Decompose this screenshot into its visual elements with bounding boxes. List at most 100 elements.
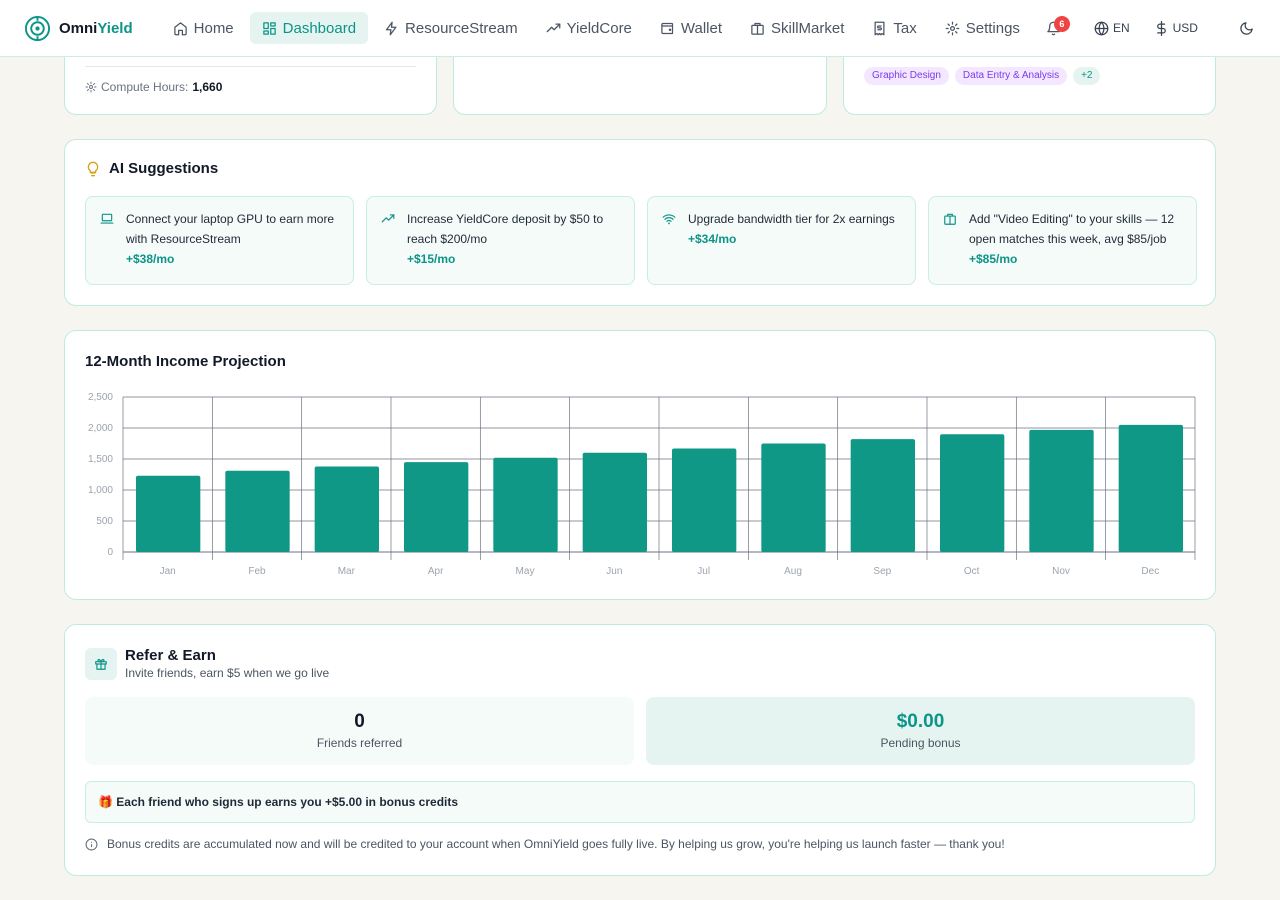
language-label: EN	[1112, 21, 1130, 35]
logo-icon	[24, 15, 51, 41]
nav-item-yieldcore[interactable]: YieldCore	[534, 12, 644, 44]
x-tick-label: Nov	[1052, 566, 1070, 577]
brand-name: OmniYield	[59, 19, 133, 37]
bar-may	[493, 457, 558, 552]
bar-nov	[1029, 429, 1094, 552]
nav-item-tax[interactable]: Tax	[860, 12, 928, 44]
dashboard-icon	[262, 21, 276, 35]
compute-value: 1,660	[192, 80, 223, 94]
suggestion-gain: +$38/mo	[126, 252, 175, 266]
ai-suggestions-title: AI Suggestions	[85, 160, 218, 177]
bar-oct	[940, 434, 1005, 552]
trending-up-icon	[381, 212, 395, 226]
friends-referred-stat: 0 Friends referred	[85, 697, 634, 765]
x-tick-label: May	[516, 566, 535, 577]
income-projection-card: 12-Month Income Projection 0 500 1,000 1,50…	[64, 330, 1216, 600]
nav-label: ResourceStream	[405, 19, 518, 37]
pending-bonus-value: $0.00	[896, 711, 945, 732]
suggestion-item[interactable]: Add "Video Editing" to your skills — 12 …	[928, 196, 1197, 285]
chart-title: 12-Month Income Projection	[85, 353, 286, 370]
wallet-icon	[661, 22, 674, 34]
suggestion-gain: +$34/mo	[688, 232, 737, 246]
nav-item-resourcestream[interactable]: ResourceStream	[372, 12, 530, 44]
bar-feb	[225, 470, 290, 552]
refer-note-text: Bonus credits are accumulated now and wi…	[107, 837, 1005, 851]
receipt-icon	[874, 21, 885, 35]
suggestion-item[interactable]: Increase YieldCore deposit by $50 to rea…	[366, 196, 635, 285]
refer-subtitle: Invite friends, earn $5 when we go live	[125, 666, 330, 680]
x-tick-label: Jan	[160, 566, 176, 577]
nav-item-home[interactable]: Home	[161, 12, 246, 44]
x-tick-label: Feb	[248, 566, 266, 577]
notification-badge: 6	[1053, 16, 1070, 32]
nav-label: Settings	[965, 19, 1020, 37]
logo[interactable]: OmniYield	[24, 15, 133, 42]
skill-tag: Data Entry & Analysis	[954, 67, 1068, 85]
suggestion-text: Connect your laptop GPU to earn more wit…	[126, 212, 335, 246]
suggestion-item[interactable]: Upgrade bandwidth tier for 2x earnings +…	[647, 196, 916, 285]
section-title-text: AI Suggestions	[109, 160, 219, 177]
globe-icon	[1094, 21, 1109, 35]
y-tick-label: 1,000	[88, 485, 113, 496]
bar-apr	[404, 462, 469, 552]
notifications-button[interactable]: 6	[1038, 12, 1070, 44]
nav-label: SkillMarket	[771, 19, 845, 37]
home-icon	[173, 21, 187, 35]
theme-toggle[interactable]	[1236, 18, 1256, 38]
store-icon	[943, 212, 957, 226]
compute-hours: Compute Hours: 1,660	[85, 66, 416, 94]
suggestion-list: Connect your laptop GPU to earn more wit…	[85, 196, 1197, 285]
gear-icon	[945, 21, 960, 35]
y-tick-label: 0	[107, 547, 113, 558]
x-tick-label: Sep	[873, 566, 891, 577]
bar-sep	[850, 439, 915, 552]
x-tick-label: Mar	[338, 566, 356, 577]
y-tick-label: 2,500	[88, 392, 113, 403]
bar-mar	[314, 466, 379, 552]
suggestion-text: Increase YieldCore deposit by $50 to rea…	[407, 212, 604, 246]
x-tick-label: Dec	[1141, 566, 1159, 577]
y-tick-label: 500	[96, 516, 113, 527]
suggestion-gain: +$15/mo	[407, 252, 456, 266]
nav-label: Wallet	[680, 19, 723, 37]
nav-label: Tax	[893, 19, 917, 37]
currency-label: USD	[1172, 21, 1198, 35]
store-icon	[751, 22, 764, 35]
trending-up-icon	[546, 23, 560, 32]
nav-label: YieldCore	[566, 19, 632, 37]
currency-selector[interactable]: USD	[1154, 20, 1198, 36]
x-tick-label: Jul	[697, 566, 710, 577]
dollar-icon	[1156, 20, 1166, 36]
bar-jan	[136, 475, 201, 552]
pending-bonus-label: Pending bonus	[880, 736, 961, 750]
nav-item-wallet[interactable]: Wallet	[648, 12, 734, 44]
refer-earn-card: Refer & Earn Invite friends, earn $5 whe…	[64, 624, 1216, 876]
stream-icon	[385, 21, 397, 35]
y-tick-label: 1,500	[88, 454, 113, 465]
language-selector[interactable]: EN	[1094, 21, 1130, 36]
nav-label: Dashboard	[282, 19, 357, 37]
moon-icon	[1239, 21, 1253, 35]
income-chart: 0 500 1,000 1,500 2,000 2,500 Jan Feb Mar Apr May J…	[88, 392, 1196, 577]
suggestion-item[interactable]: Connect your laptop GPU to earn more wit…	[85, 196, 354, 285]
friends-referred-value: 0	[354, 711, 365, 732]
nav-item-skillmarket[interactable]: SkillMarket	[738, 12, 856, 44]
x-tick-label: Apr	[428, 566, 444, 577]
y-tick-label: 2,000	[88, 423, 113, 434]
compute-label: Compute Hours:	[101, 80, 189, 94]
top-nav: OmniYield Home Dashboard ResourceStream …	[0, 0, 1280, 57]
more-skills-tag[interactable]: +2	[1073, 67, 1101, 85]
laptop-icon	[100, 212, 114, 226]
x-tick-label: Jun	[606, 566, 622, 577]
bar-dec	[1118, 424, 1183, 552]
nav-item-dashboard[interactable]: Dashboard	[249, 12, 369, 44]
nav-label: Home	[193, 19, 234, 37]
refer-title: Refer & Earn	[125, 647, 216, 664]
suggestion-text: Add "Video Editing" to your skills — 12 …	[969, 212, 1175, 246]
nav-item-settings[interactable]: Settings	[933, 12, 1032, 44]
skill-tags: Graphic Design Data Entry & Analysis +2	[864, 67, 1106, 85]
ai-suggestions-card: AI Suggestions Connect your laptop GPU t…	[64, 139, 1216, 306]
bar-jun	[582, 452, 647, 552]
lightbulb-icon	[87, 161, 99, 176]
bonus-banner: 🎁 Each friend who signs up earns you +$5…	[85, 781, 1195, 823]
